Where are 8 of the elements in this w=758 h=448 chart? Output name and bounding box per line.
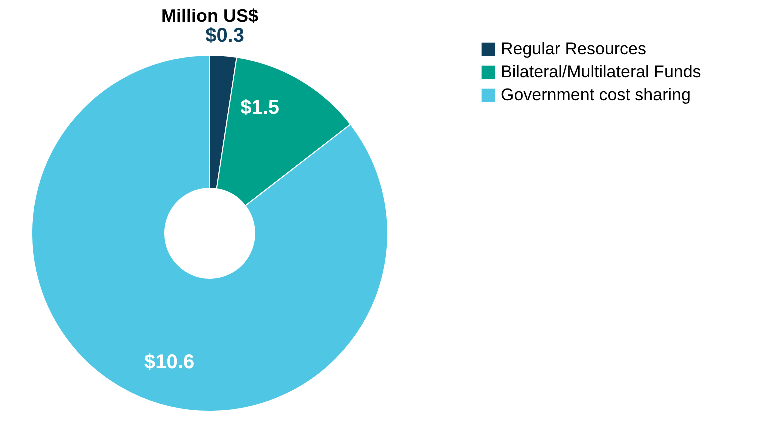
data-label: $1.5 <box>240 97 280 120</box>
data-label: $0.3 <box>206 25 245 48</box>
chart-title: Million US$ <box>161 6 259 26</box>
donut-slice <box>32 55 388 412</box>
data-label: $10.6 <box>144 351 195 374</box>
legend-label: Regular Resources <box>501 40 647 58</box>
legend-label: Bilateral/Multilateral Funds <box>501 62 702 82</box>
legend-label: Government cost sharing <box>501 86 691 104</box>
